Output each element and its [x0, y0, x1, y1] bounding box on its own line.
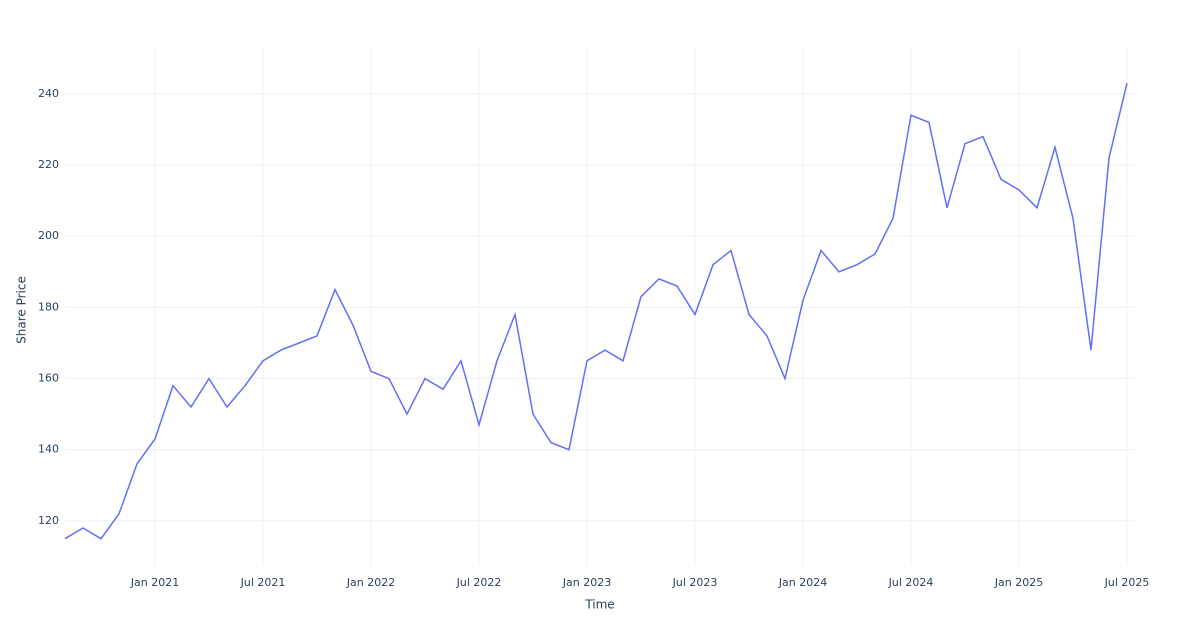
x-tick-label: Jul 2025 — [1104, 576, 1150, 589]
x-tick-label: Jan 2023 — [562, 576, 611, 589]
x-tick-label: Jan 2021 — [130, 576, 179, 589]
x-tick-label: Jan 2024 — [778, 576, 827, 589]
x-tick-label: Jul 2024 — [888, 576, 934, 589]
y-tick-label: 240 — [38, 87, 59, 100]
x-tick-label: Jan 2022 — [346, 576, 395, 589]
y-tick-label: 160 — [38, 372, 59, 385]
y-axis-label: Share Price — [15, 276, 29, 344]
y-tick-label: 140 — [38, 443, 59, 456]
y-tick-label: 200 — [38, 229, 59, 242]
x-tick-label: Jul 2022 — [456, 576, 502, 589]
line — [64, 83, 1128, 540]
x-tick-label: Jul 2021 — [240, 576, 286, 589]
x-tick-label: Jul 2023 — [672, 576, 718, 589]
x-tick-label: Jan 2025 — [994, 576, 1043, 589]
y-tick-label: 120 — [38, 514, 59, 527]
y-tick-label: 180 — [38, 300, 59, 313]
x-axis-label: Time — [584, 598, 614, 612]
y-tick-label: 220 — [38, 158, 59, 171]
